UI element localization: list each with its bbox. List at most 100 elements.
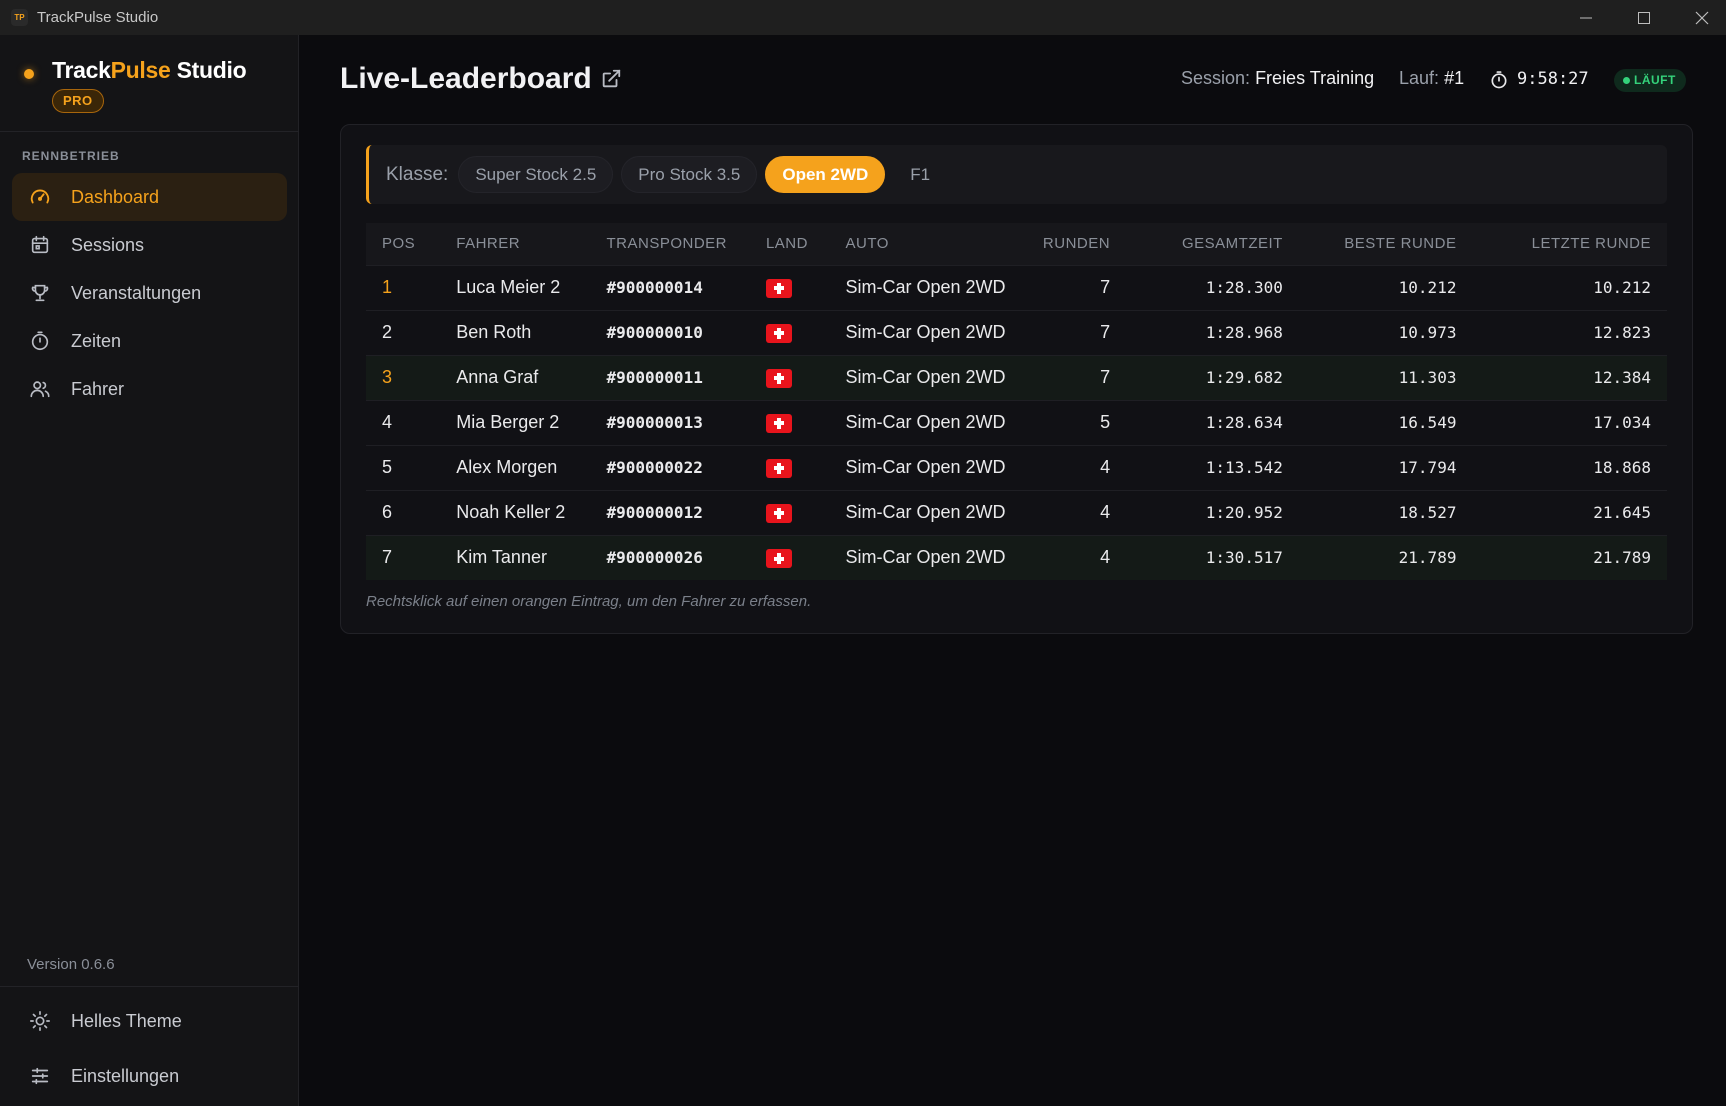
stopwatch-icon bbox=[29, 330, 51, 352]
car-cell: Sim-Car Open 2WD bbox=[829, 444, 1022, 490]
country-cell bbox=[749, 489, 830, 535]
brand-name: TrackPulse Studio bbox=[52, 57, 247, 83]
class-chip-open-2wd[interactable]: Open 2WD bbox=[765, 156, 886, 193]
country-cell bbox=[749, 264, 830, 310]
leaderboard-table: POS FAHRER TRANSPONDER LAND AUTO RUNDEN … bbox=[366, 223, 1667, 580]
total-time-cell: 1:30.517 bbox=[1126, 534, 1299, 580]
page-title: Live-Leaderboard bbox=[340, 62, 592, 95]
column-header[interactable]: RUNDEN bbox=[1021, 223, 1127, 265]
leaderboard-card: Klasse: Super Stock 2.5 Pro Stock 3.5 Op… bbox=[340, 124, 1693, 634]
swiss-flag-icon bbox=[765, 323, 792, 343]
column-header[interactable]: AUTO bbox=[829, 223, 1022, 265]
sidebar: TrackPulse Studio PRO RENNBETRIEB Dashbo… bbox=[0, 35, 299, 1106]
class-chip-pro-stock[interactable]: Pro Stock 3.5 bbox=[621, 156, 758, 193]
sidebar-item-sessions[interactable]: Sessions bbox=[12, 221, 287, 269]
car-cell: Sim-Car Open 2WD bbox=[829, 354, 1022, 400]
transponder-cell: #900000026 bbox=[590, 534, 750, 580]
transponder-cell: #900000022 bbox=[590, 444, 750, 490]
theme-toggle-label: Helles Theme bbox=[71, 1010, 182, 1031]
class-chip-super-stock[interactable]: Super Stock 2.5 bbox=[458, 156, 614, 193]
last-lap-cell: 12.823 bbox=[1472, 309, 1667, 355]
session-value: Freies Training bbox=[1255, 68, 1375, 88]
minimize-icon[interactable] bbox=[1557, 0, 1615, 35]
column-header[interactable]: LAND bbox=[749, 223, 830, 265]
sidebar-item-dashboard[interactable]: Dashboard bbox=[12, 173, 287, 221]
sidebar-item-label: Zeiten bbox=[71, 330, 122, 351]
swiss-flag-icon bbox=[765, 368, 792, 388]
position-cell: 1 bbox=[366, 264, 441, 310]
position-cell: 2 bbox=[366, 309, 441, 355]
table-header-row: POS FAHRER TRANSPONDER LAND AUTO RUNDEN … bbox=[366, 223, 1667, 265]
laps-cell: 5 bbox=[1021, 399, 1127, 445]
table-row[interactable]: 7 Kim Tanner #900000026 Sim-Car Open 2WD 4 1:… bbox=[366, 534, 1667, 580]
laps-cell: 7 bbox=[1021, 264, 1127, 310]
last-lap-cell: 12.384 bbox=[1472, 354, 1667, 400]
hint-text: Rechtsklick auf einen orangen Eintrag, u… bbox=[366, 593, 812, 610]
car-cell: Sim-Car Open 2WD bbox=[829, 309, 1022, 355]
session-info: Session: Freies Training bbox=[1181, 68, 1374, 89]
driver-cell: Mia Berger 2 bbox=[440, 399, 591, 445]
external-link-icon[interactable] bbox=[600, 68, 622, 90]
position-cell: 5 bbox=[366, 444, 441, 490]
total-time-cell: 1:28.968 bbox=[1126, 309, 1299, 355]
users-icon bbox=[29, 378, 51, 400]
country-cell bbox=[749, 309, 830, 355]
best-lap-cell: 16.549 bbox=[1298, 399, 1473, 445]
table-row[interactable]: 5 Alex Morgen #900000022 Sim-Car Open 2WD 4 1… bbox=[366, 444, 1667, 490]
settings-button[interactable]: Einstellungen bbox=[12, 1054, 287, 1098]
session-label: Session: bbox=[1181, 68, 1251, 88]
driver-cell: Anna Graf bbox=[440, 354, 591, 400]
brand-dot-icon bbox=[24, 69, 34, 79]
car-cell: Sim-Car Open 2WD bbox=[829, 264, 1022, 310]
table-row[interactable]: 4 Mia Berger 2 #900000013 Sim-Car Open 2WD 5… bbox=[366, 399, 1667, 445]
window-title: TrackPulse Studio bbox=[37, 9, 159, 26]
table-row[interactable]: 2 Ben Roth #900000010 Sim-Car Open 2WD 7 1:28… bbox=[366, 309, 1667, 355]
country-cell bbox=[749, 534, 830, 580]
table-row[interactable]: 1 Luca Meier 2 #900000014 Sim-Car Open 2WD 7… bbox=[366, 264, 1667, 310]
transponder-cell: #900000011 bbox=[590, 354, 750, 400]
app-logo-icon: TP bbox=[11, 9, 28, 26]
theme-toggle-button[interactable]: Helles Theme bbox=[12, 999, 287, 1043]
laps-cell: 4 bbox=[1021, 489, 1127, 535]
laps-cell: 4 bbox=[1021, 534, 1127, 580]
table-row[interactable]: 6 Noah Keller 2 #900000012 Sim-Car Open 2WD… bbox=[366, 489, 1667, 535]
timer-icon bbox=[1491, 71, 1507, 89]
last-lap-cell: 21.789 bbox=[1472, 534, 1667, 580]
app-version: Version 0.6.6 bbox=[27, 956, 115, 973]
best-lap-cell: 11.303 bbox=[1298, 354, 1473, 400]
transponder-cell: #900000012 bbox=[590, 489, 750, 535]
maximize-icon[interactable] bbox=[1615, 0, 1673, 35]
driver-cell: Kim Tanner bbox=[440, 534, 591, 580]
country-cell bbox=[749, 399, 830, 445]
run-label: Lauf: bbox=[1399, 68, 1440, 88]
swiss-flag-icon bbox=[765, 278, 792, 298]
car-cell: Sim-Car Open 2WD bbox=[829, 399, 1022, 445]
last-lap-cell: 21.645 bbox=[1472, 489, 1667, 535]
sidebar-item-fahrer[interactable]: Fahrer bbox=[12, 365, 287, 413]
gauge-icon bbox=[29, 186, 51, 208]
class-filter: Klasse: Super Stock 2.5 Pro Stock 3.5 Op… bbox=[366, 145, 1667, 204]
sidebar-item-veranstaltungen[interactable]: Veranstaltungen bbox=[12, 269, 287, 317]
best-lap-cell: 10.212 bbox=[1298, 264, 1473, 310]
sun-icon bbox=[29, 1010, 51, 1032]
country-cell bbox=[749, 354, 830, 400]
column-header[interactable]: FAHRER bbox=[440, 223, 591, 265]
table-row[interactable]: 3 Anna Graf #900000011 Sim-Car Open 2WD 7 1:2… bbox=[366, 354, 1667, 400]
sidebar-item-label: Dashboard bbox=[71, 186, 160, 207]
driver-cell: Luca Meier 2 bbox=[440, 264, 591, 310]
column-header[interactable]: LETZTE RUNDE bbox=[1472, 223, 1667, 265]
close-icon[interactable] bbox=[1673, 0, 1726, 35]
sidebar-item-zeiten[interactable]: Zeiten bbox=[12, 317, 287, 365]
class-chip-f1[interactable]: F1 bbox=[910, 164, 931, 184]
car-cell: Sim-Car Open 2WD bbox=[829, 534, 1022, 580]
column-header[interactable]: GESAMTZEIT bbox=[1126, 223, 1299, 265]
transponder-cell: #900000010 bbox=[590, 309, 750, 355]
column-header[interactable]: TRANSPONDER bbox=[590, 223, 750, 265]
car-cell: Sim-Car Open 2WD bbox=[829, 489, 1022, 535]
session-timer: 9:58:27 bbox=[1517, 69, 1589, 89]
column-header[interactable]: BESTE RUNDE bbox=[1298, 223, 1473, 265]
column-header[interactable]: POS bbox=[366, 223, 441, 265]
last-lap-cell: 17.034 bbox=[1472, 399, 1667, 445]
best-lap-cell: 21.789 bbox=[1298, 534, 1473, 580]
run-value: #1 bbox=[1444, 68, 1465, 88]
